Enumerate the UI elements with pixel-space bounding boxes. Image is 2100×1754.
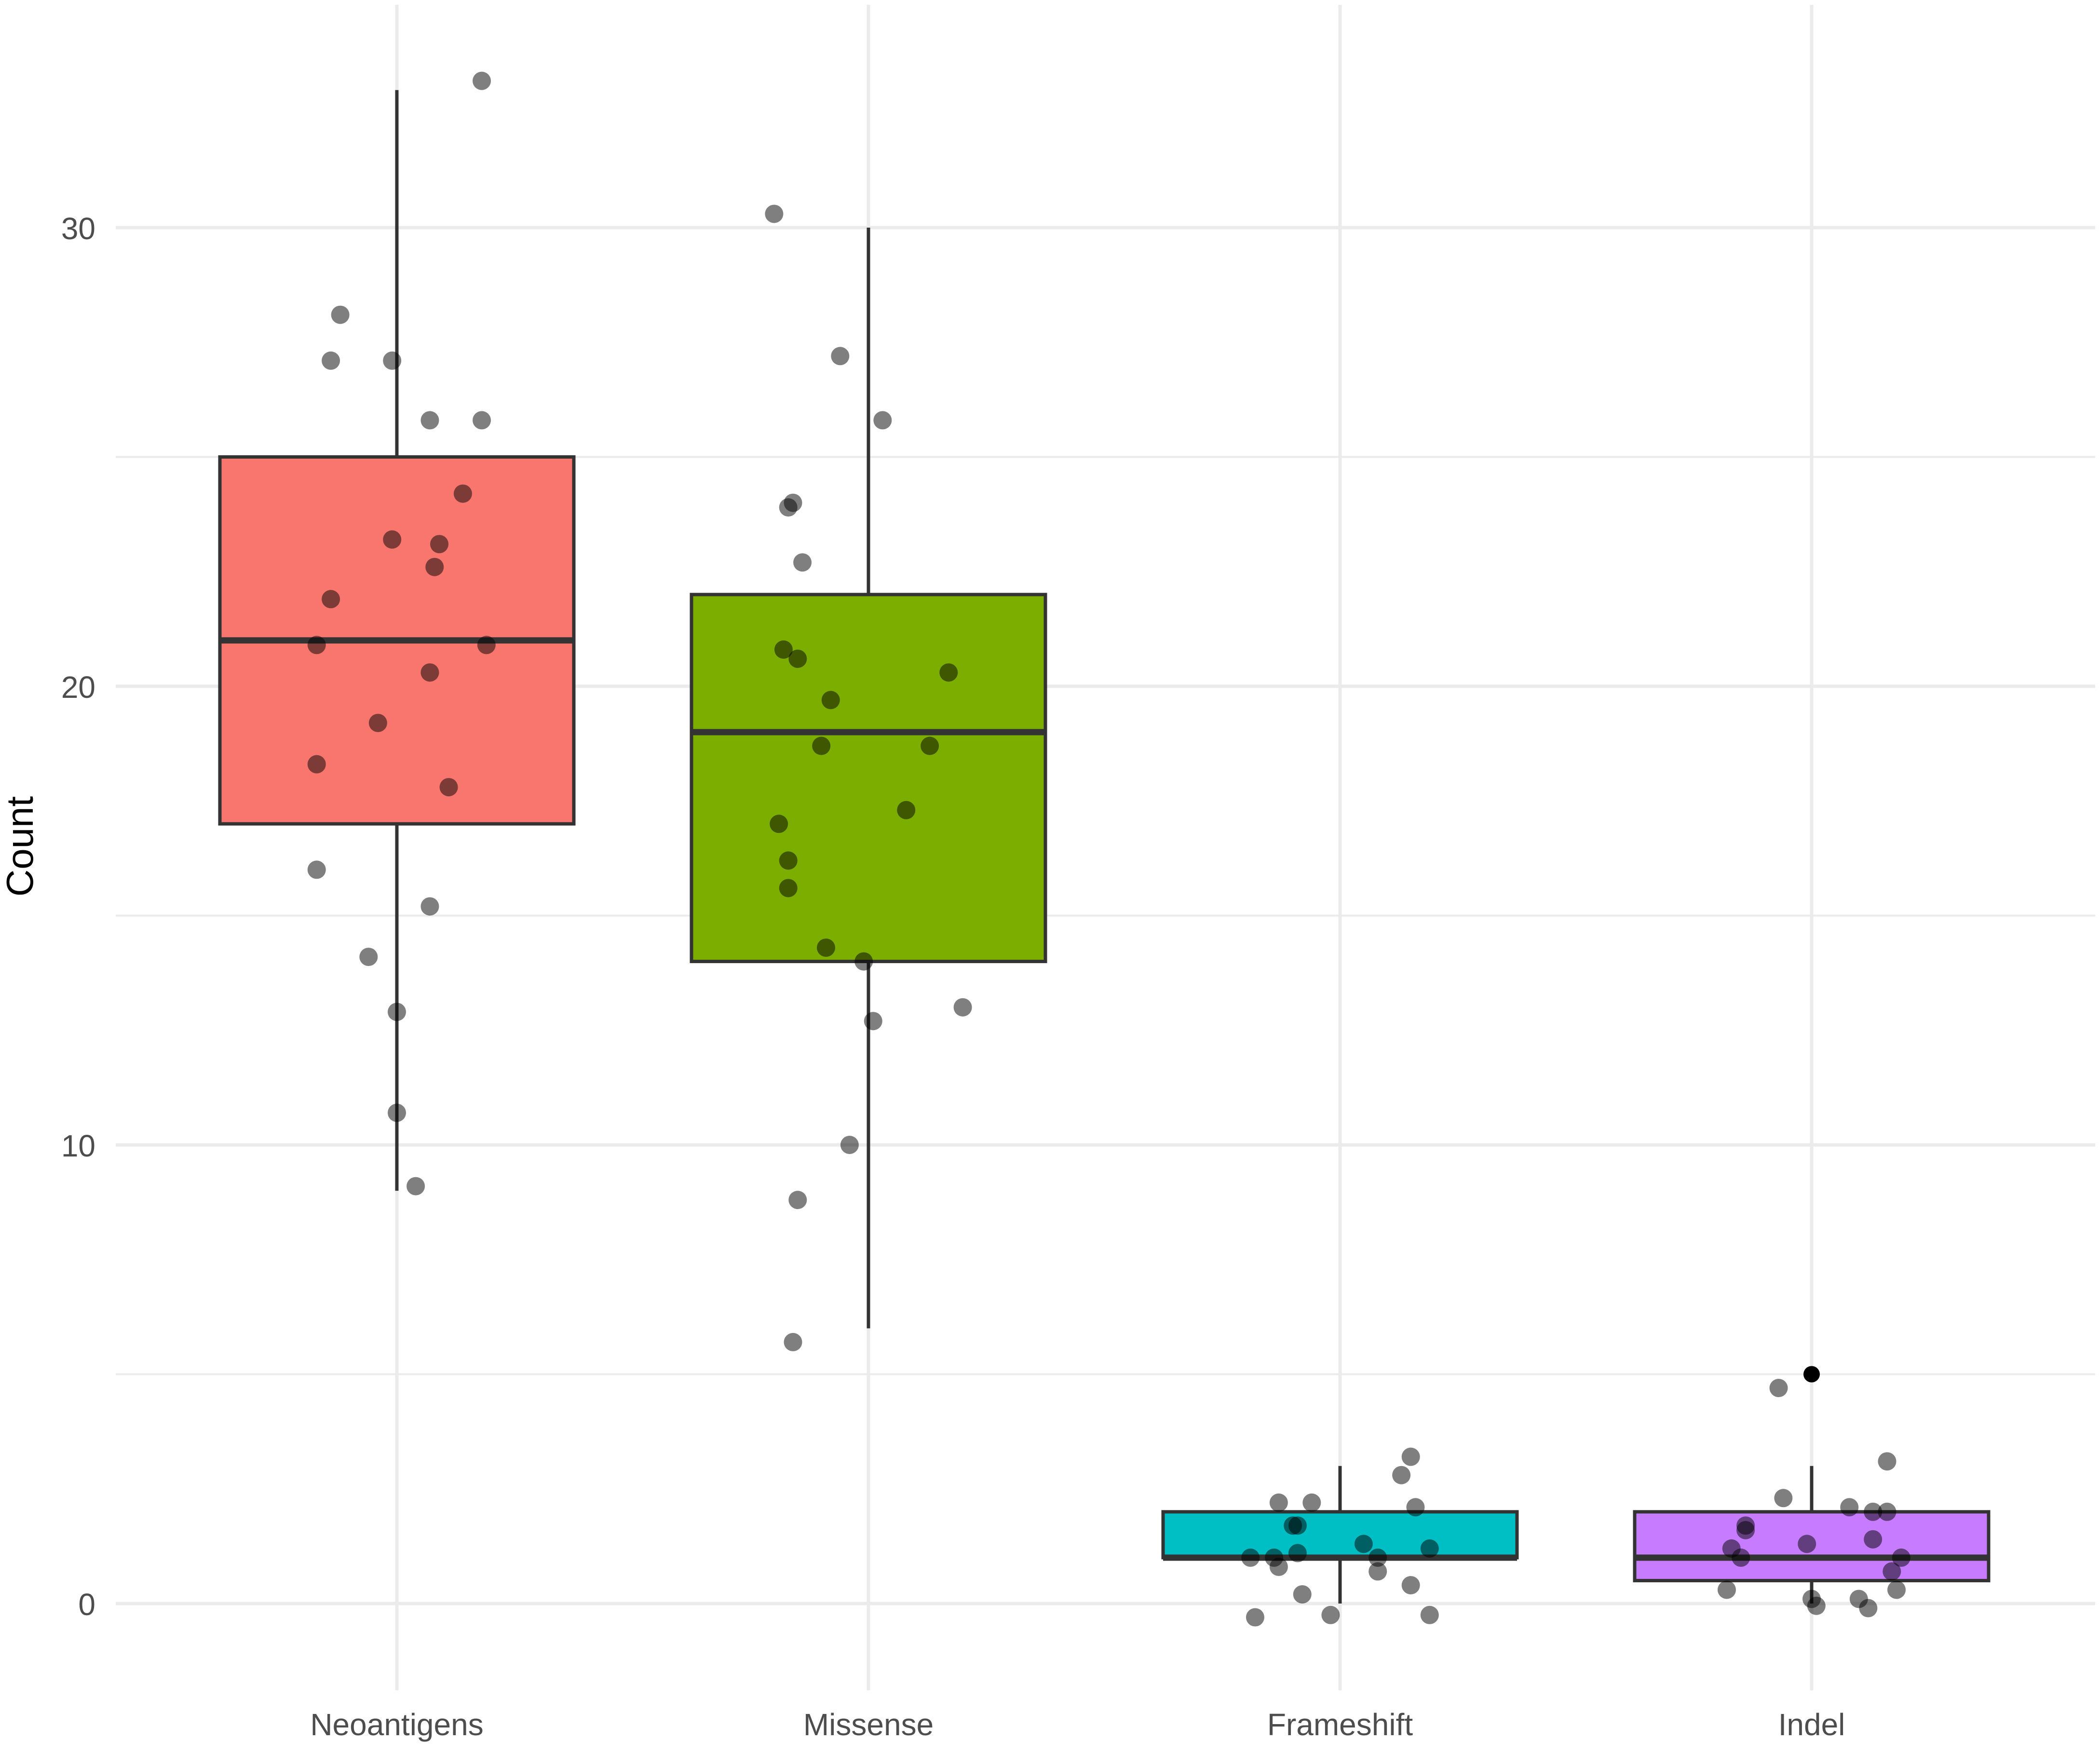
data-point (864, 1012, 882, 1031)
data-point (897, 801, 916, 819)
data-point (788, 1191, 807, 1210)
y-tick-label: 10 (61, 1129, 95, 1163)
data-point (1732, 1548, 1750, 1567)
data-point (473, 71, 491, 90)
data-point (1883, 1562, 1901, 1581)
data-point (821, 691, 840, 709)
x-tick-label: Missense (803, 1707, 934, 1742)
data-point (1288, 1516, 1307, 1535)
data-point (1420, 1539, 1439, 1558)
box-frameshift (1161, 1510, 1519, 1560)
data-point (473, 411, 491, 430)
y-tick-label: 20 (61, 670, 95, 705)
data-point (1878, 1452, 1897, 1471)
data-point (1807, 1596, 1826, 1615)
data-point (1892, 1548, 1910, 1567)
data-point (1321, 1605, 1340, 1624)
data-point (1864, 1502, 1883, 1521)
data-point (477, 636, 496, 654)
data-point (793, 553, 812, 572)
y-tick-label: 0 (78, 1587, 95, 1622)
data-point (406, 1177, 425, 1196)
data-point (453, 484, 472, 503)
data-point (1269, 1557, 1288, 1576)
data-point (430, 535, 449, 554)
x-tick-label: Neoantigens (310, 1707, 483, 1742)
data-point (439, 778, 458, 797)
y-axis-label: Count (0, 796, 41, 897)
data-point (1302, 1493, 1321, 1512)
data-point (331, 305, 350, 324)
data-point (873, 411, 892, 430)
data-point (953, 998, 972, 1017)
data-point (840, 1136, 859, 1154)
data-point (774, 640, 793, 659)
data-point (368, 714, 387, 733)
data-point (1354, 1535, 1373, 1553)
data-point (939, 663, 958, 682)
data-point (383, 530, 402, 549)
data-point (831, 347, 850, 366)
x-tick-label: Frameshift (1267, 1707, 1413, 1742)
data-point (1368, 1548, 1387, 1567)
data-point (420, 411, 439, 430)
data-point (1864, 1530, 1883, 1549)
data-point (322, 351, 340, 370)
data-point (1887, 1580, 1906, 1599)
data-point (765, 204, 784, 223)
data-point (420, 663, 439, 682)
y-tick-label: 30 (61, 211, 95, 246)
data-point (1401, 1447, 1420, 1466)
data-point (1406, 1498, 1425, 1517)
data-point (779, 498, 798, 517)
data-point (1798, 1535, 1816, 1553)
data-point (816, 938, 835, 957)
data-point (1736, 1521, 1755, 1539)
data-point (1859, 1599, 1878, 1618)
data-point (1769, 1379, 1788, 1398)
data-point (770, 815, 788, 833)
data-point (921, 736, 939, 755)
data-point (1241, 1548, 1260, 1567)
data-point (383, 351, 402, 370)
data-point (854, 952, 873, 971)
data-point (1840, 1498, 1859, 1517)
data-point (307, 636, 326, 654)
points-layer (307, 71, 1910, 1627)
data-point (1392, 1466, 1411, 1484)
data-point (425, 557, 444, 576)
y-axis-tick-labels: 0 10 20 30 (61, 211, 95, 1622)
data-point (784, 1332, 802, 1351)
data-point (307, 755, 326, 774)
boxes-layer (218, 90, 1991, 1604)
outlier-point (1803, 1366, 1820, 1383)
data-point (388, 1103, 406, 1122)
data-point (1368, 1562, 1387, 1581)
data-point (359, 948, 378, 966)
data-point (1401, 1576, 1420, 1594)
data-point (1717, 1580, 1736, 1599)
data-point (1246, 1608, 1264, 1627)
data-point (307, 860, 326, 879)
x-axis-tick-labels: Neoantigens Missense Frameshift Indel (310, 1707, 1845, 1742)
data-point (812, 736, 831, 755)
data-point (1288, 1544, 1307, 1563)
data-point (420, 897, 439, 916)
data-point (388, 1003, 406, 1021)
data-point (1878, 1502, 1897, 1521)
data-point (1293, 1585, 1312, 1604)
data-point (788, 649, 807, 668)
data-point (1420, 1605, 1439, 1624)
data-point (322, 590, 340, 609)
x-tick-label: Indel (1778, 1707, 1845, 1742)
data-point (779, 851, 798, 870)
data-point (1774, 1489, 1793, 1508)
data-point (779, 879, 798, 897)
box-missense (690, 593, 1047, 964)
data-point (1269, 1493, 1288, 1512)
